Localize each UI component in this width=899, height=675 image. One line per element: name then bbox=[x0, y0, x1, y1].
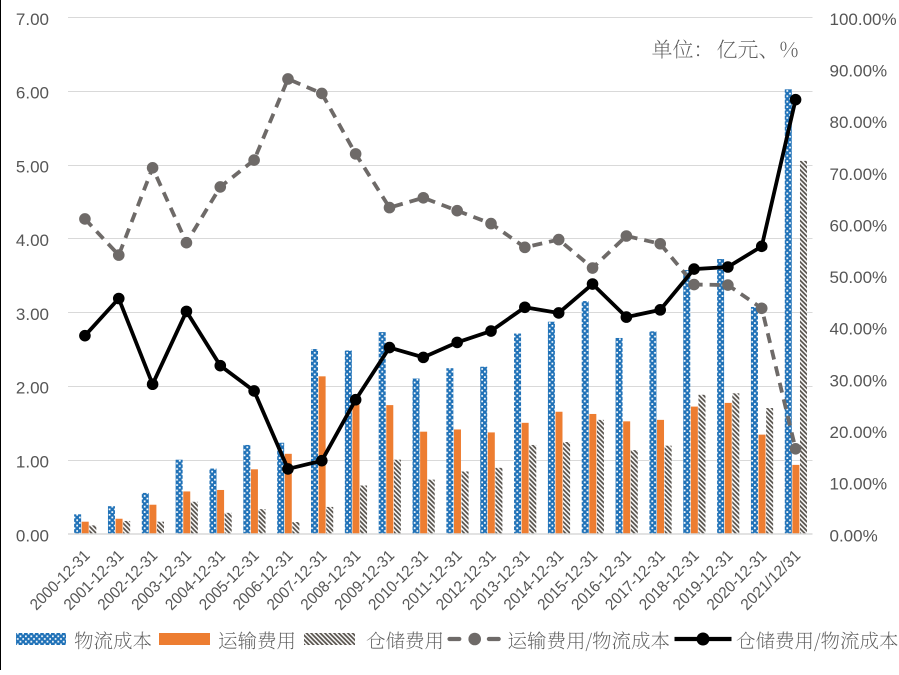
svg-text:2.00: 2.00 bbox=[16, 379, 49, 398]
svg-text:80.00%: 80.00% bbox=[830, 113, 888, 132]
svg-text:1.00: 1.00 bbox=[16, 453, 49, 472]
svg-text:3.00: 3.00 bbox=[16, 305, 49, 324]
svg-text:5.00: 5.00 bbox=[16, 157, 49, 176]
svg-text:4.00: 4.00 bbox=[16, 231, 49, 250]
svg-text:0.00%: 0.00% bbox=[830, 526, 878, 545]
svg-text:50.00%: 50.00% bbox=[830, 268, 888, 287]
svg-text:90.00%: 90.00% bbox=[830, 61, 888, 80]
svg-text:60.00%: 60.00% bbox=[830, 216, 888, 235]
svg-text:70.00%: 70.00% bbox=[830, 165, 888, 184]
svg-text:40.00%: 40.00% bbox=[830, 320, 888, 339]
svg-text:20.00%: 20.00% bbox=[830, 423, 888, 442]
svg-text:30.00%: 30.00% bbox=[830, 371, 888, 390]
svg-text:100.00%: 100.00% bbox=[830, 10, 897, 29]
svg-text:0.00: 0.00 bbox=[16, 526, 49, 545]
svg-text:10.00%: 10.00% bbox=[830, 475, 888, 494]
svg-text:7.00: 7.00 bbox=[16, 10, 49, 29]
svg-text:6.00: 6.00 bbox=[16, 84, 49, 103]
